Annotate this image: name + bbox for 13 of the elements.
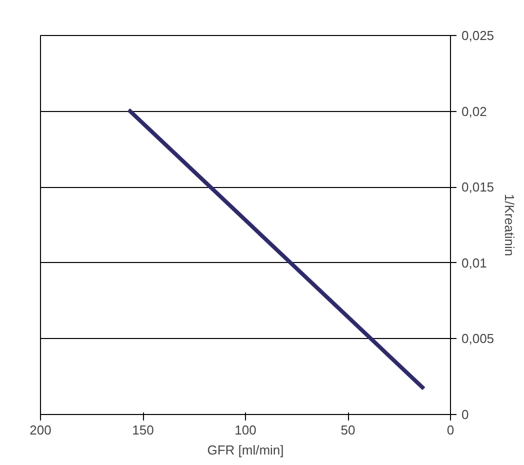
x-tick-label: 50: [340, 422, 356, 438]
y-tick-label: 0,005: [462, 331, 494, 346]
y-axis-title: 1/Kreatinin: [502, 194, 518, 256]
y-tick-label: 0: [462, 407, 469, 422]
x-tick-label: 0: [446, 422, 454, 438]
x-tick-label: 200: [30, 422, 52, 438]
x-tick-label: 150: [132, 422, 154, 438]
x-axis-title: GFR [ml/min]: [207, 442, 284, 458]
y-tick-label: 0,01: [462, 255, 487, 270]
y-tick-label: 0,025: [462, 28, 494, 43]
y-tick-label: 0,015: [462, 180, 494, 195]
y-tick-label: 0,02: [462, 104, 487, 119]
x-tick-label: 100: [234, 422, 256, 438]
